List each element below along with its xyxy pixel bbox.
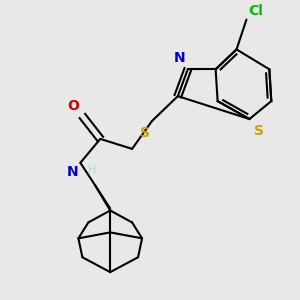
Text: N: N bbox=[174, 51, 186, 65]
Text: O: O bbox=[68, 99, 80, 113]
Text: H: H bbox=[88, 165, 97, 175]
Text: S: S bbox=[140, 126, 150, 140]
Text: Cl: Cl bbox=[248, 4, 263, 18]
Text: S: S bbox=[254, 124, 264, 138]
Text: N: N bbox=[67, 165, 78, 179]
